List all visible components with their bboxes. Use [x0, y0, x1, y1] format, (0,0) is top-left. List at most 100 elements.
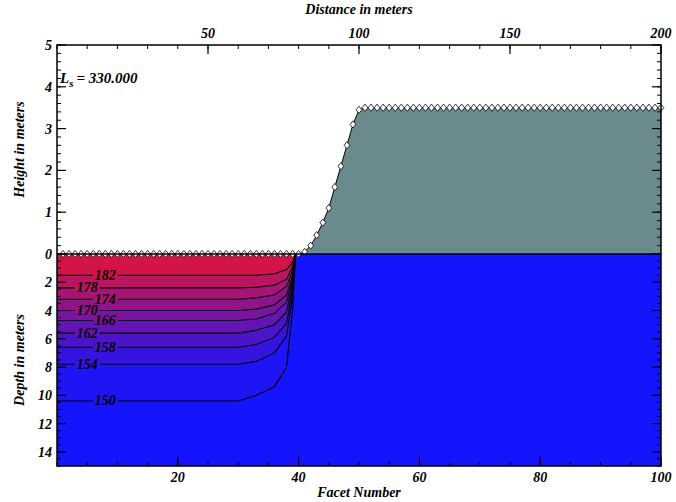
profile-marker [441, 104, 447, 111]
tick [177, 457, 178, 466]
minor-tick [570, 462, 571, 466]
tick-label: 6 [45, 332, 52, 347]
minor-tick [657, 430, 661, 431]
tick [207, 45, 208, 54]
minor-tick [57, 296, 61, 297]
minor-tick [57, 458, 61, 459]
profile-marker [453, 104, 459, 111]
minor-tick [657, 317, 661, 318]
minor-tick [657, 228, 661, 229]
terrain-fill [63, 108, 661, 254]
minor-tick [57, 261, 61, 262]
annotation: Ls= 330.000 [59, 70, 138, 89]
minor-tick [657, 53, 661, 54]
minor-tick [657, 296, 661, 297]
tick [652, 86, 661, 87]
profile-marker [368, 104, 374, 111]
tick-label: 60 [412, 470, 426, 485]
minor-tick [657, 402, 661, 403]
contour-line [57, 254, 296, 364]
profile-marker [380, 104, 386, 111]
contour-labels: 182178174170166162158154150 [75, 268, 118, 409]
minor-tick [657, 275, 661, 276]
profile-marker [314, 232, 320, 239]
minor-tick [57, 303, 61, 304]
frame [57, 45, 661, 466]
axis-title: Height in meters [12, 101, 27, 199]
tick-label: 2 [44, 163, 52, 178]
minor-tick [449, 462, 450, 466]
minor-tick [328, 462, 329, 466]
tick-label: 0 [45, 247, 52, 262]
minor-tick [57, 153, 61, 154]
contour-line [57, 254, 296, 320]
minor-tick [57, 95, 61, 96]
profile-marker [598, 104, 604, 111]
profile-marker [555, 104, 561, 111]
minor-tick [657, 78, 661, 79]
minor-tick [510, 462, 511, 466]
profile-marker [616, 104, 622, 111]
profile-marker [435, 104, 441, 111]
tick [509, 45, 510, 54]
minor-tick [419, 45, 420, 49]
profile-marker [417, 104, 423, 111]
axis-title: Facet Number [316, 485, 401, 500]
minor-tick [298, 45, 299, 49]
tick [652, 338, 661, 339]
tick [57, 395, 66, 396]
contour-label: 162 [77, 326, 98, 341]
minor-tick [657, 136, 661, 137]
minor-tick [57, 402, 61, 403]
minor-tick [657, 145, 661, 146]
minor-tick [657, 352, 661, 353]
profile-marker [447, 104, 453, 111]
tick [652, 282, 661, 283]
profile-marker [537, 104, 543, 111]
profile-line [63, 108, 661, 254]
minor-tick [657, 187, 661, 188]
tick [652, 451, 661, 452]
tick [652, 128, 661, 129]
tick-label: 10 [38, 388, 52, 403]
profile-marker [320, 219, 326, 226]
tick-label: 3 [44, 122, 52, 137]
profile-marker [628, 104, 634, 111]
axis-title: Depth in meters [12, 314, 27, 407]
temperature-band [57, 254, 296, 401]
minor-tick [57, 381, 61, 382]
minor-tick [57, 203, 61, 204]
tick [57, 170, 66, 171]
minor-tick [57, 120, 61, 121]
surface-line [57, 253, 661, 255]
annotation-subscript: s [68, 77, 73, 89]
profile-marker [429, 104, 435, 111]
tick [652, 170, 661, 171]
minor-tick [57, 268, 61, 269]
minor-tick [449, 45, 450, 49]
profile-marker [465, 104, 471, 111]
minor-tick [57, 466, 61, 467]
minor-tick [57, 103, 61, 104]
minor-tick [657, 261, 661, 262]
minor-tick [57, 220, 61, 221]
tick [57, 86, 66, 87]
profile-marker [531, 104, 537, 111]
minor-tick [657, 416, 661, 417]
temperature-band [57, 254, 296, 320]
minor-tick [57, 289, 61, 290]
minor-tick [657, 458, 661, 459]
profile-marker [471, 104, 477, 111]
tick-label: 4 [44, 80, 52, 95]
minor-tick [57, 388, 61, 389]
temperature-band [57, 254, 296, 364]
minor-tick [630, 462, 631, 466]
tick [57, 366, 66, 367]
profile-marker [356, 106, 362, 113]
minor-tick [657, 289, 661, 290]
minor-tick [57, 352, 61, 353]
contour-line [57, 254, 296, 299]
minor-tick [147, 45, 148, 49]
minor-tick [57, 237, 61, 238]
tick-label: 200 [650, 26, 672, 41]
